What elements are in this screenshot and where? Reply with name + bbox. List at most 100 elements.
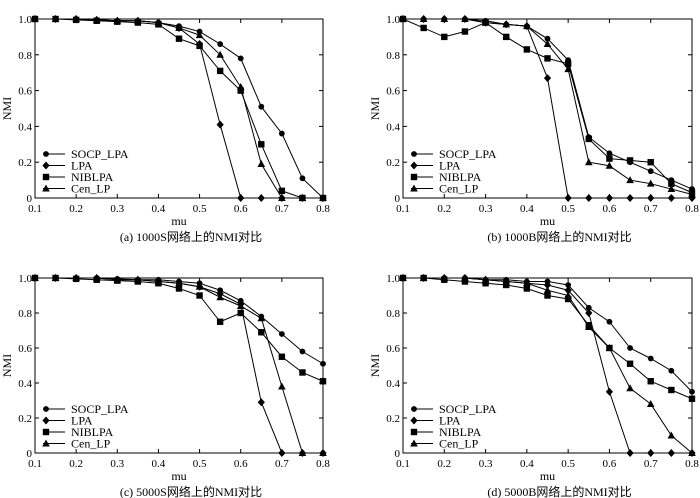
data-point xyxy=(585,135,592,143)
data-point xyxy=(175,285,183,292)
x-tick-label: 0.2 xyxy=(69,458,83,470)
data-point xyxy=(320,360,326,367)
x-tick-label: 0.8 xyxy=(685,203,699,215)
legend-marker xyxy=(410,428,418,436)
data-point xyxy=(461,28,469,35)
data-point xyxy=(31,15,39,22)
data-point xyxy=(237,55,244,62)
data-point xyxy=(175,23,183,31)
legend-marker xyxy=(411,151,417,157)
data-point xyxy=(441,33,448,41)
data-point xyxy=(626,449,634,457)
y-tick-label: 0.6 xyxy=(18,343,32,355)
data-point xyxy=(216,293,224,301)
legend-label: SOCP_LPA xyxy=(71,147,129,161)
series-niblpa xyxy=(399,274,696,402)
data-point xyxy=(688,190,696,198)
data-point xyxy=(626,176,634,184)
data-point xyxy=(399,15,407,22)
x-tick-label: 0.7 xyxy=(644,458,658,470)
legend-marker xyxy=(42,439,50,447)
data-point xyxy=(134,16,142,24)
legend-label: Cen_LP xyxy=(439,182,479,196)
y-tick-label: 0 xyxy=(27,193,33,205)
x-tick-label: 0.8 xyxy=(316,203,330,215)
x-tick-label: 0.8 xyxy=(685,458,699,470)
x-tick-label: 0.6 xyxy=(603,458,617,470)
data-point xyxy=(154,277,163,285)
data-point xyxy=(667,431,676,439)
chart-panel-3: 0.1 0.2 0.3 0.4 0.5 0.6 0.7 0.8 0 0.2 0.4 0.6 0.8 1.0… xyxy=(0,273,330,498)
panel-caption: (c) 5000S网络上的NMI对比 xyxy=(120,484,262,498)
data-point xyxy=(646,179,655,187)
data-point xyxy=(175,279,183,287)
y-tick-label: 0 xyxy=(27,448,33,460)
y-tick-label: 0.8 xyxy=(386,308,400,320)
x-tick-label: 0.7 xyxy=(275,458,289,470)
data-point xyxy=(668,180,675,187)
legend-marker xyxy=(410,161,418,170)
y-tick-label: 0.6 xyxy=(18,86,32,98)
data-point xyxy=(257,194,265,202)
data-point xyxy=(502,277,511,285)
legend-entry: NIBLPA xyxy=(410,425,482,439)
legend-label: NIBLPA xyxy=(439,425,482,439)
data-point xyxy=(216,67,224,75)
y-tick-label: 1.0 xyxy=(386,14,400,26)
data-point xyxy=(543,40,552,48)
legend-entry: NIBLPA xyxy=(42,425,114,439)
x-tick-label: 0.7 xyxy=(275,203,289,215)
data-point xyxy=(585,194,593,202)
x-tick-label: 0.3 xyxy=(479,203,493,215)
data-point xyxy=(564,291,572,299)
legend-entry: Cen_LP xyxy=(42,182,111,196)
data-point xyxy=(585,309,593,317)
data-point xyxy=(544,292,551,299)
data-point xyxy=(216,50,224,58)
y-tick-label: 1.0 xyxy=(18,14,32,26)
legend-marker xyxy=(43,151,49,157)
data-point xyxy=(440,15,449,22)
x-tick-label: 0.5 xyxy=(561,458,575,470)
y-axis-label: NMI xyxy=(368,97,382,120)
legend-entry: NIBLPA xyxy=(42,170,114,184)
data-point xyxy=(217,41,224,47)
data-point xyxy=(278,130,285,137)
data-point xyxy=(626,157,634,164)
legend-label: LPA xyxy=(71,414,93,428)
y-axis-label: NMI xyxy=(368,354,382,377)
data-point xyxy=(543,74,552,83)
x-tick-label: 0.3 xyxy=(479,458,493,470)
chart-panel-1: 0.1 0.2 0.3 0.4 0.5 0.6 0.7 0.8 0 0.2 0.4 0.6 0.8 1.0… xyxy=(0,14,330,244)
data-point xyxy=(298,449,307,456)
data-point xyxy=(195,282,204,290)
y-tick-label: 0 xyxy=(395,193,401,205)
data-point xyxy=(299,369,306,376)
legend-label: LPA xyxy=(439,414,461,428)
data-point xyxy=(216,120,224,129)
y-tick-label: 0.4 xyxy=(18,378,32,390)
data-point xyxy=(298,194,307,201)
x-tick-label: 0.4 xyxy=(152,203,166,215)
legend-label: Cen_LP xyxy=(71,437,111,451)
data-point xyxy=(544,55,551,62)
x-tick-label: 0.1 xyxy=(396,203,410,215)
data-point xyxy=(216,318,224,325)
data-point xyxy=(299,175,306,182)
data-point xyxy=(626,384,634,392)
x-tick-label: 0.6 xyxy=(234,458,248,470)
data-point xyxy=(585,304,592,311)
panel-caption: (a) 1000S网络上的NMI对比 xyxy=(120,229,262,244)
x-tick-label: 0.5 xyxy=(561,203,575,215)
data-point xyxy=(646,400,655,407)
data-point xyxy=(668,367,675,374)
data-point xyxy=(257,159,266,167)
data-point xyxy=(605,194,614,202)
y-tick-label: 0.8 xyxy=(18,308,32,320)
y-tick-label: 0.2 xyxy=(18,413,32,425)
legend-entry: SOCP_LPA xyxy=(43,402,129,416)
data-point xyxy=(154,18,163,26)
legend-marker xyxy=(410,173,418,181)
data-point xyxy=(461,274,469,281)
